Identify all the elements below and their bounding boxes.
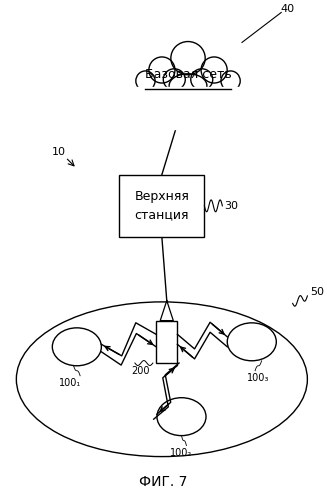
Ellipse shape bbox=[171, 41, 205, 75]
Ellipse shape bbox=[201, 57, 227, 83]
Ellipse shape bbox=[163, 69, 185, 90]
Text: 100₁: 100₁ bbox=[59, 378, 81, 388]
Text: 40: 40 bbox=[281, 4, 295, 14]
FancyBboxPatch shape bbox=[156, 321, 177, 363]
Ellipse shape bbox=[169, 74, 207, 97]
Text: 100₃: 100₃ bbox=[247, 373, 269, 383]
Text: Верхняя
станция: Верхняя станция bbox=[134, 190, 189, 222]
Text: 100₂: 100₂ bbox=[170, 448, 193, 458]
Ellipse shape bbox=[149, 57, 175, 83]
FancyBboxPatch shape bbox=[119, 175, 204, 237]
Text: 50: 50 bbox=[311, 287, 325, 297]
Bar bbox=[112, 87, 264, 129]
Ellipse shape bbox=[221, 71, 240, 91]
Text: 200: 200 bbox=[131, 366, 150, 376]
Text: Базовая сеть: Базовая сеть bbox=[145, 68, 232, 81]
Text: 10: 10 bbox=[52, 147, 66, 157]
Ellipse shape bbox=[191, 69, 213, 90]
Text: 30: 30 bbox=[224, 201, 238, 211]
Text: ФИГ. 7: ФИГ. 7 bbox=[139, 475, 188, 489]
Ellipse shape bbox=[136, 71, 155, 91]
